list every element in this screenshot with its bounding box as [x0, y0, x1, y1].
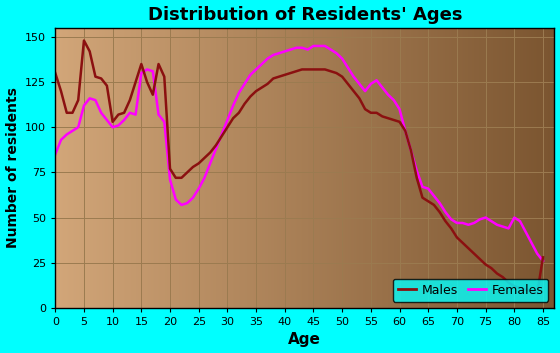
- Title: Distribution of Residents' Ages: Distribution of Residents' Ages: [148, 6, 462, 24]
- Legend: Males, Females: Males, Females: [393, 279, 548, 301]
- Y-axis label: Number of residents: Number of residents: [6, 88, 20, 248]
- X-axis label: Age: Age: [288, 333, 321, 347]
